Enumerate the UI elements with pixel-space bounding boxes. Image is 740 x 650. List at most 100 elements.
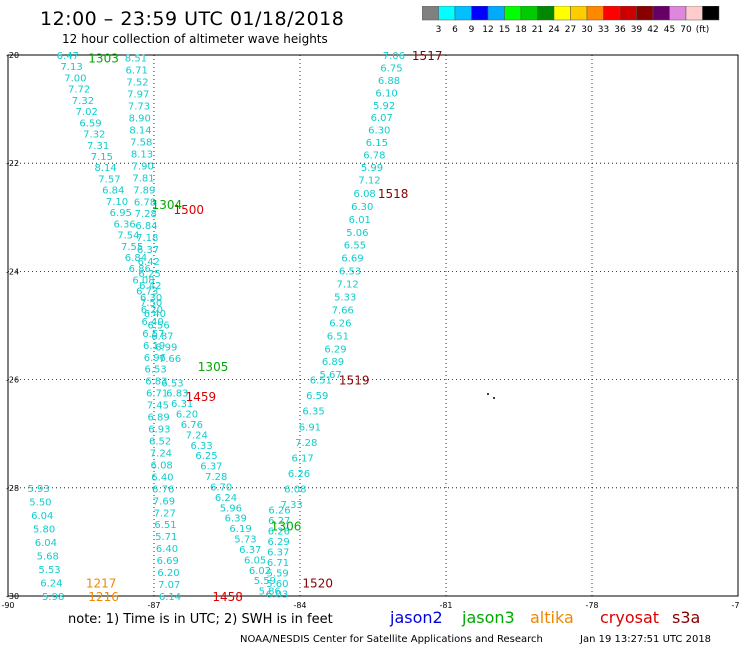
wave-height-value: 7.18: [136, 233, 158, 244]
wave-height-value: 7.45: [147, 401, 169, 412]
wave-height-value: 6.91: [299, 422, 321, 433]
wave-height-value: 6.08: [132, 275, 154, 286]
wave-height-value: 7.27: [154, 508, 176, 519]
wave-height-value: 6.04: [31, 511, 53, 522]
wave-height-value: 7.10: [106, 197, 128, 208]
wave-height-value: 7.31: [87, 141, 109, 152]
map-subtitle: 12 hour collection of altimeter wave hei…: [62, 32, 328, 46]
scale-label: 9: [469, 25, 475, 35]
wave-height-value: 6.24: [215, 493, 237, 504]
wave-height-value: 6.40: [141, 317, 163, 328]
wave-height-value: 6.95: [110, 208, 132, 219]
wave-height-value: 6.20: [157, 568, 179, 579]
pass-time-label: 1518: [378, 187, 409, 201]
wave-height-value: 7.02: [76, 107, 98, 118]
pass-time-label: 1217: [86, 576, 117, 590]
wave-height-value: 6.69: [341, 254, 363, 265]
wave-height-value: 6.57: [142, 329, 164, 340]
wave-height-value: 6.84: [102, 186, 124, 197]
wave-height-value: 5.67: [319, 370, 341, 381]
wave-height-value: 6.26: [268, 526, 290, 537]
wave-height-value: 7.66: [159, 354, 181, 365]
wave-height-value: 5.68: [37, 551, 59, 562]
wave-height-value: 8.14: [95, 163, 117, 174]
pass-time-label: 1216: [88, 590, 119, 604]
wave-height-value: 6.47: [57, 51, 79, 62]
legend-jason3: jason3: [462, 608, 515, 627]
wave-height-value: 6.71: [146, 389, 168, 400]
wave-height-value: 5.59: [267, 568, 289, 579]
wave-height-value: 6.36: [113, 219, 135, 230]
wave-height-value: 7.52: [126, 78, 148, 89]
pass-time-label: 1519: [339, 374, 370, 388]
wave-height-value: 7.54: [117, 231, 139, 242]
wave-height-value: 6.30: [368, 126, 390, 137]
scale-label: 45: [664, 25, 675, 35]
wave-height-value: 6.51: [327, 331, 349, 342]
wave-height-value: 7.13: [60, 62, 82, 73]
wave-height-value: 6.84: [135, 221, 157, 232]
note-text: note: 1) Time is in UTC; 2) SWH is in fe…: [68, 612, 333, 627]
wave-height-value: 6.78: [363, 151, 385, 162]
x-tick-label: -75: [731, 601, 740, 610]
wave-height-value: 6.55: [344, 241, 366, 252]
wave-height-value: 6.40: [151, 472, 173, 483]
scale-label: 6: [452, 25, 458, 35]
scale-label: 24: [548, 25, 560, 35]
wave-height-value: 6.70: [210, 482, 232, 493]
scale-label: 27: [565, 25, 576, 35]
wave-height-value: 6.37: [267, 547, 289, 558]
scale-label: 42: [647, 25, 658, 35]
color-scale-legend: 3 6 9 12 15 18 21 24 27 30 33 36 39 42 45 70 (ft): [422, 6, 720, 35]
wave-height-value: 6.89: [148, 413, 170, 424]
wave-height-value: 7.69: [153, 496, 175, 507]
wave-height-value: 5.96: [220, 503, 242, 514]
wave-height-value: 7.81: [132, 173, 154, 184]
pass-time-label: 1303: [88, 52, 119, 66]
wave-height-value: 6.39: [225, 514, 247, 525]
wave-height-value: 6.26: [288, 469, 310, 480]
wave-height-value: 6.69: [157, 556, 179, 567]
wave-height-value: 6.89: [322, 357, 344, 368]
wave-height-value: 6.08: [151, 460, 173, 471]
map-title: 12:00 – 23:59 UTC 01/18/2018: [40, 8, 345, 30]
wave-height-value: 5.53: [38, 565, 60, 576]
wave-height-value: 6.53: [339, 267, 361, 278]
wave-height-value: 5.06: [346, 228, 368, 239]
legend-jason2: jason2: [390, 608, 443, 627]
pass-time-label: 1459: [186, 390, 217, 404]
scale-label: (ft): [696, 25, 710, 35]
wave-height-value: 6.04: [35, 538, 57, 549]
y-tick-label: -26: [6, 376, 19, 385]
wave-height-value: 6.29: [267, 537, 289, 548]
wave-height-value: 5.33: [334, 293, 356, 304]
wave-height-value: 7.90: [132, 161, 154, 172]
wave-height-value: 6.51: [154, 520, 176, 531]
wave-height-value: 6.83: [166, 389, 188, 400]
pass-time-label: 1458: [212, 590, 243, 604]
wave-height-value: 5.60: [266, 579, 288, 590]
wave-height-value: 6.29: [324, 344, 346, 355]
scale-label: 21: [532, 25, 543, 35]
wave-height-value: 8.90: [129, 114, 151, 125]
wave-height-value: 7.07: [158, 580, 180, 591]
wave-height-value: 6.51: [310, 376, 332, 387]
wave-height-value: 8.13: [131, 149, 153, 160]
wave-height-value: 6.26: [329, 318, 351, 329]
pass-time-label: 1305: [198, 360, 229, 374]
wave-height-value: 6.05: [244, 555, 266, 566]
wave-height-value: 6.52: [149, 436, 171, 447]
wave-height-value: 6.08: [284, 484, 306, 495]
x-tick-label: -87: [147, 601, 160, 610]
wave-height-value: 5.98: [42, 592, 64, 603]
wave-height-value: 6.19: [229, 524, 251, 535]
wave-height-value: 6.99: [155, 343, 177, 354]
wave-height-value: 6.53: [161, 378, 183, 389]
wave-height-value: 5.59: [254, 576, 276, 587]
wave-height-value: 6.37: [137, 245, 159, 256]
wave-height-value: 8.14: [129, 125, 151, 136]
wave-height-value: 6.08: [354, 189, 376, 200]
wave-height-value: 5.92: [373, 101, 395, 112]
wave-height-value: 6.30: [351, 202, 373, 213]
wave-height-value: 6.76: [152, 484, 174, 495]
